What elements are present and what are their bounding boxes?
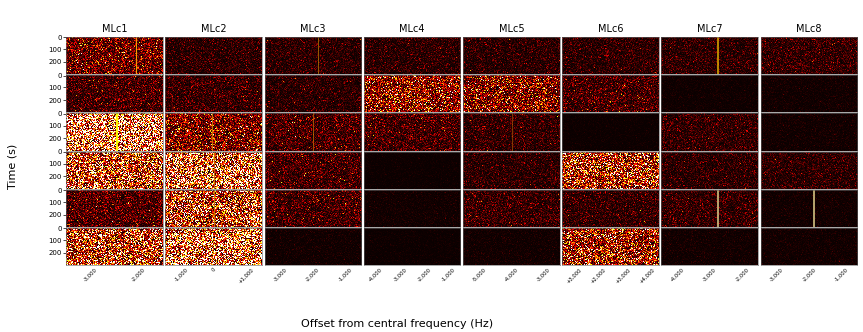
Text: -2,000: -2,000: [130, 267, 147, 282]
Text: MLc3: MLc3: [300, 24, 325, 35]
Text: +2,000: +2,000: [589, 267, 608, 284]
Text: Time (s): Time (s): [8, 143, 18, 189]
Text: -2,000: -2,000: [801, 267, 817, 282]
Text: MLc6: MLc6: [598, 24, 623, 35]
Text: -2,000: -2,000: [305, 267, 321, 282]
Text: +3,000: +3,000: [614, 267, 632, 284]
Text: -1,000: -1,000: [834, 267, 849, 282]
Text: 0: 0: [211, 267, 217, 273]
Text: +4,000: +4,000: [638, 267, 656, 284]
Text: -3,000: -3,000: [273, 267, 288, 282]
Text: -1,000: -1,000: [173, 267, 189, 282]
Text: Offset from central frequency (Hz): Offset from central frequency (Hz): [301, 319, 493, 329]
Text: -4,000: -4,000: [670, 267, 685, 282]
Text: +1,000: +1,000: [237, 267, 255, 284]
Text: -3,000: -3,000: [83, 267, 98, 282]
Text: -3,000: -3,000: [702, 267, 717, 282]
Text: -5,000: -5,000: [471, 267, 487, 282]
Text: -2,000: -2,000: [734, 267, 750, 282]
Text: -3,000: -3,000: [769, 267, 784, 282]
Text: +3,000: +3,000: [565, 267, 583, 284]
Text: -3,000: -3,000: [393, 267, 407, 282]
Text: -3,000: -3,000: [536, 267, 551, 282]
Text: MLc2: MLc2: [201, 24, 226, 35]
Text: MLc4: MLc4: [400, 24, 425, 35]
Text: MLc1: MLc1: [102, 24, 127, 35]
Text: -4,000: -4,000: [368, 267, 384, 282]
Text: -4,000: -4,000: [503, 267, 520, 282]
Text: -2,000: -2,000: [416, 267, 432, 282]
Text: -1,000: -1,000: [440, 267, 457, 282]
Text: MLc7: MLc7: [697, 24, 722, 35]
Text: MLc5: MLc5: [499, 24, 524, 35]
Text: MLc8: MLc8: [797, 24, 822, 35]
Text: -1,000: -1,000: [337, 267, 353, 282]
